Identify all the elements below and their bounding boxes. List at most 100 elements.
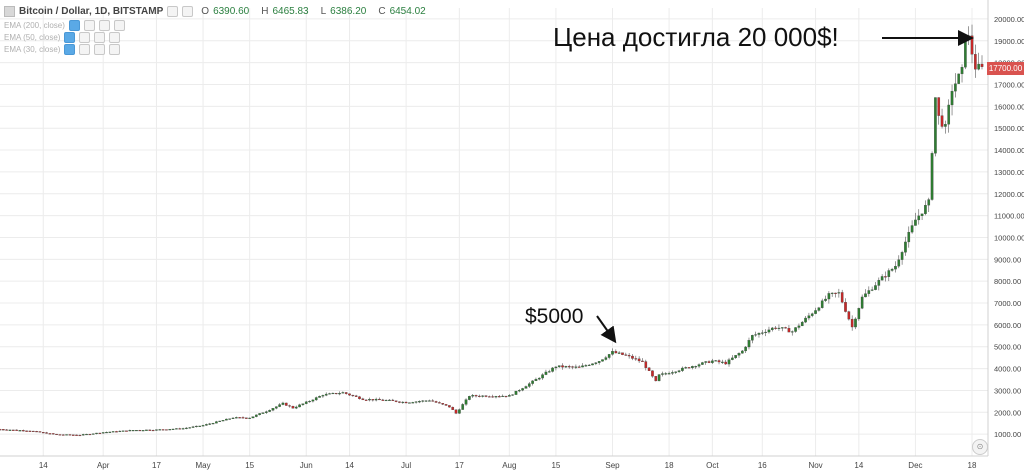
indicator-ema-200[interactable]: EMA (200, close) xyxy=(4,20,125,31)
candle-body xyxy=(401,401,405,404)
candle-body xyxy=(884,276,887,278)
candle-body xyxy=(837,292,841,294)
candle-body xyxy=(960,67,964,75)
candle-body xyxy=(228,418,232,420)
candle-body xyxy=(331,392,335,395)
candle-body xyxy=(58,434,62,436)
arrow-5000 xyxy=(596,315,617,344)
candle-body xyxy=(607,354,611,358)
candle-body xyxy=(920,213,924,217)
candle-body xyxy=(451,406,455,410)
candle-body xyxy=(48,433,52,435)
candle-body xyxy=(750,335,754,341)
x-tick-label: 17 xyxy=(455,461,464,470)
candle-body xyxy=(101,432,105,434)
candle-body xyxy=(235,417,238,419)
eye-icon[interactable] xyxy=(68,20,80,31)
y-tick-label: 11000.00 xyxy=(994,212,1024,221)
candle-body xyxy=(458,409,461,414)
candle-body xyxy=(547,371,551,373)
more-icon[interactable] xyxy=(109,44,121,55)
settings-icon[interactable] xyxy=(79,32,91,43)
candle-body xyxy=(221,420,225,422)
candle-body xyxy=(594,362,598,364)
indicator-label: EMA (200, close) xyxy=(4,21,65,30)
settings-icon[interactable] xyxy=(79,44,91,55)
candle-body xyxy=(171,428,175,430)
candle-body xyxy=(887,270,891,278)
candle-body xyxy=(118,430,122,433)
candle-body xyxy=(627,354,631,357)
candle-body xyxy=(444,404,448,406)
candle-body xyxy=(328,393,331,395)
y-tick-label: 2000.00 xyxy=(994,408,1021,417)
candle-body xyxy=(601,359,604,362)
candle-body xyxy=(188,427,192,429)
candle-body xyxy=(890,268,894,271)
candle-body xyxy=(950,90,954,106)
candle-body xyxy=(408,402,411,404)
close-icon[interactable] xyxy=(94,44,106,55)
candle-body xyxy=(964,36,967,68)
candle-body xyxy=(71,434,75,436)
candle-body xyxy=(85,433,88,436)
candle-body xyxy=(967,35,970,37)
candle-body xyxy=(894,266,897,270)
more-icon[interactable] xyxy=(109,32,121,43)
indicator-ema-50[interactable]: EMA (50, close) xyxy=(4,32,121,43)
high-value: 6465.83 xyxy=(272,6,309,17)
eye-icon[interactable] xyxy=(64,44,76,55)
candle-body xyxy=(145,429,148,431)
candle-body xyxy=(571,366,574,368)
candle-body xyxy=(448,405,451,408)
candle-body xyxy=(870,289,874,291)
candles xyxy=(0,24,984,437)
more-icon[interactable] xyxy=(113,20,125,31)
y-tick-label: 16000.00 xyxy=(994,102,1024,111)
x-axis: 14 Apr 17 May 15 Jun 14 Jul 17 Aug 15 Sep 18 Oct 16 Nov… xyxy=(0,455,988,470)
eye-icon[interactable] xyxy=(64,32,76,43)
candle-body xyxy=(278,404,281,407)
symbol-title: Bitcoin / Dollar, 1D, BITSTAMP xyxy=(19,6,164,17)
y-tick-label: 17000.00 xyxy=(994,80,1024,89)
hide-icon[interactable] xyxy=(182,6,194,17)
x-tick-label: Nov xyxy=(808,461,822,470)
close-icon[interactable] xyxy=(94,32,106,43)
x-tick-label: 14 xyxy=(39,461,48,470)
candle-body xyxy=(414,401,418,403)
candle-body xyxy=(691,366,694,369)
settings-icon[interactable] xyxy=(83,20,95,31)
candle-body xyxy=(794,327,797,332)
x-tick-label: 17 xyxy=(152,461,161,470)
candle-body xyxy=(731,357,734,360)
zoom-reset-icon[interactable]: ⊙ xyxy=(972,439,988,455)
indicator-label: EMA (30, close) xyxy=(4,45,61,54)
candle-body xyxy=(664,373,668,375)
settings-icon[interactable] xyxy=(167,6,179,17)
candle-body xyxy=(381,399,385,401)
candle-body xyxy=(255,414,258,417)
candle-body xyxy=(51,433,55,435)
candle-body xyxy=(531,380,534,384)
candle-body xyxy=(621,352,624,355)
candle-body xyxy=(717,360,721,363)
indicator-ema-30[interactable]: EMA (30, close) xyxy=(4,44,121,55)
indicator-label: EMA (50, close) xyxy=(4,33,61,42)
candle-body xyxy=(644,361,648,368)
candle-body xyxy=(840,292,844,303)
x-tick-label: Apr xyxy=(97,461,110,470)
candle-body xyxy=(135,430,138,432)
candle-body xyxy=(354,395,358,397)
candle-body xyxy=(91,433,95,435)
y-tick-label: 6000.00 xyxy=(994,321,1021,330)
candle-body xyxy=(631,355,634,359)
collapse-icon[interactable] xyxy=(4,6,15,17)
candle-body xyxy=(797,325,801,328)
candle-body xyxy=(914,219,917,226)
candle-body xyxy=(488,396,491,398)
candle-body xyxy=(687,367,691,369)
candle-body xyxy=(374,398,378,401)
candle-body xyxy=(954,83,957,92)
close-icon[interactable] xyxy=(98,20,110,31)
